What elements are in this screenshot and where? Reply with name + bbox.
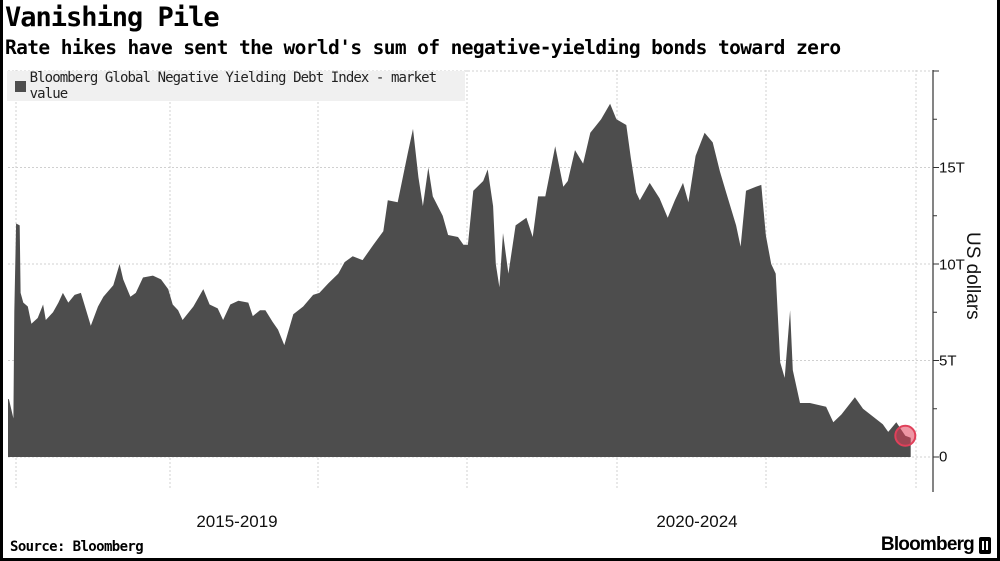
latest-value-marker — [894, 424, 917, 447]
logo-text: Bloomberg — [880, 534, 975, 555]
x-tick-label: 2015-2019 — [196, 512, 278, 531]
chart-plot — [8, 70, 939, 492]
bloomberg-logo: Bloomberg — [881, 534, 991, 556]
legend-label: Bloomberg Global Negative Yielding Debt … — [29, 70, 437, 102]
legend: Bloomberg Global Negative Yielding Debt … — [7, 70, 465, 102]
bloomberg-logo-icon — [979, 536, 991, 554]
y-tick-label: 5T — [939, 352, 957, 370]
y-axis — [932, 70, 939, 492]
chart-subtitle: Rate hikes have sent the world's sum of … — [5, 36, 841, 59]
y-tick-label: 0 — [939, 448, 948, 466]
chart-title: Vanishing Pile — [5, 2, 220, 33]
y-tick-label: 15T — [939, 159, 965, 177]
y-tick-label: 10T — [939, 256, 965, 274]
series-area — [8, 103, 911, 458]
legend-swatch — [15, 80, 26, 92]
chart-frame: Vanishing Pile Rate hikes have sent the … — [3, 0, 997, 558]
x-tick-label: 2020-2024 — [656, 512, 738, 531]
source-note: Source: Bloomberg — [10, 539, 144, 555]
y-axis-title: US dollars — [962, 232, 983, 320]
